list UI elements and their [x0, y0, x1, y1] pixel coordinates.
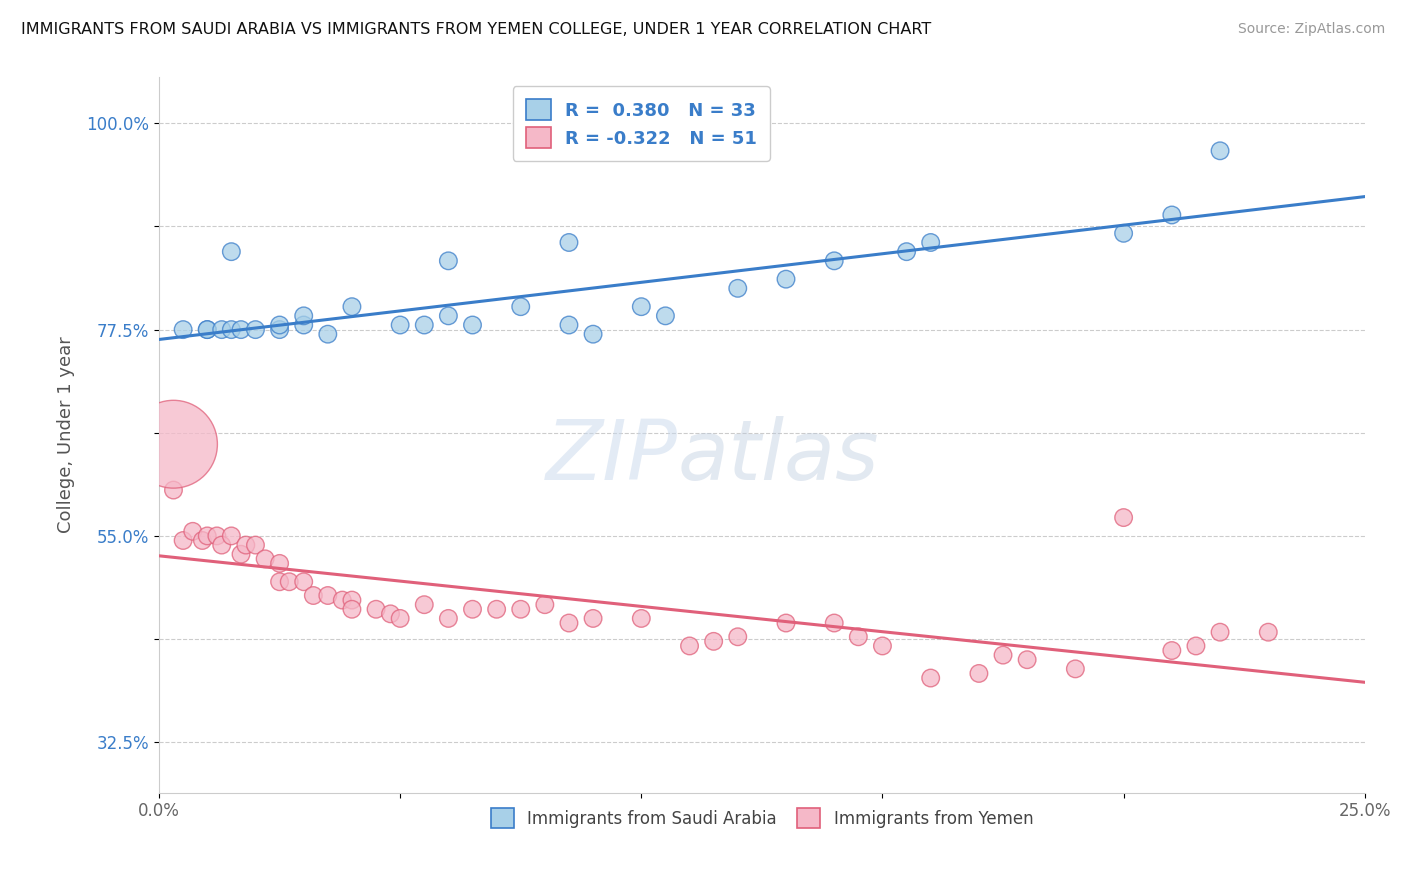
Point	[461, 602, 484, 616]
Point	[1160, 643, 1182, 657]
Point	[823, 615, 845, 630]
Point	[1112, 227, 1135, 241]
Point	[920, 235, 942, 250]
Point	[678, 639, 700, 653]
Point	[630, 611, 652, 625]
Point	[1257, 625, 1279, 640]
Point	[920, 671, 942, 685]
Point	[269, 318, 291, 332]
Point	[269, 574, 291, 589]
Point	[278, 574, 301, 589]
Point	[316, 589, 339, 603]
Point	[205, 529, 228, 543]
Text: ZIP: ZIP	[546, 416, 678, 497]
Point	[534, 598, 557, 612]
Point	[558, 615, 581, 630]
Point	[195, 323, 218, 337]
Point	[582, 327, 605, 342]
Text: atlas: atlas	[678, 416, 879, 497]
Point	[269, 557, 291, 571]
Point	[437, 309, 460, 323]
Point	[727, 281, 749, 295]
Point	[380, 607, 402, 621]
Point	[340, 593, 363, 607]
Point	[1209, 144, 1232, 158]
Point	[823, 253, 845, 268]
Text: Source: ZipAtlas.com: Source: ZipAtlas.com	[1237, 22, 1385, 37]
Point	[330, 593, 353, 607]
Point	[654, 309, 676, 323]
Point	[509, 602, 531, 616]
Legend: Immigrants from Saudi Arabia, Immigrants from Yemen: Immigrants from Saudi Arabia, Immigrants…	[484, 802, 1040, 834]
Point	[413, 318, 436, 332]
Point	[235, 538, 257, 552]
Point	[245, 538, 267, 552]
Point	[221, 529, 243, 543]
Point	[292, 574, 315, 589]
Point	[340, 602, 363, 616]
Point	[991, 648, 1014, 662]
Point	[703, 634, 725, 648]
Point	[461, 318, 484, 332]
Point	[437, 253, 460, 268]
Point	[364, 602, 387, 616]
Point	[1185, 639, 1208, 653]
Point	[229, 547, 252, 561]
Point	[846, 630, 869, 644]
Point	[316, 327, 339, 342]
Point	[254, 551, 277, 566]
Point	[1209, 625, 1232, 640]
Point	[558, 318, 581, 332]
Point	[967, 666, 990, 681]
Point	[485, 602, 508, 616]
Point	[269, 323, 291, 337]
Point	[413, 598, 436, 612]
Point	[582, 611, 605, 625]
Point	[195, 323, 218, 337]
Point	[775, 615, 797, 630]
Point	[221, 244, 243, 259]
Point	[896, 244, 918, 259]
Point	[727, 630, 749, 644]
Point	[229, 323, 252, 337]
Point	[1112, 510, 1135, 524]
Point	[775, 272, 797, 286]
Point	[191, 533, 214, 548]
Point	[292, 318, 315, 332]
Point	[872, 639, 894, 653]
Point	[245, 323, 267, 337]
Point	[1160, 208, 1182, 222]
Point	[437, 611, 460, 625]
Text: IMMIGRANTS FROM SAUDI ARABIA VS IMMIGRANTS FROM YEMEN COLLEGE, UNDER 1 YEAR CORR: IMMIGRANTS FROM SAUDI ARABIA VS IMMIGRAN…	[21, 22, 931, 37]
Point	[630, 300, 652, 314]
Point	[195, 529, 218, 543]
Point	[162, 483, 184, 497]
Point	[211, 323, 233, 337]
Point	[389, 318, 412, 332]
Point	[162, 437, 184, 451]
Point	[292, 309, 315, 323]
Point	[389, 611, 412, 625]
Point	[1017, 653, 1039, 667]
Point	[509, 300, 531, 314]
Point	[172, 533, 194, 548]
Point	[181, 524, 204, 539]
Y-axis label: College, Under 1 year: College, Under 1 year	[58, 336, 75, 533]
Point	[1064, 662, 1087, 676]
Point	[172, 323, 194, 337]
Point	[211, 538, 233, 552]
Point	[340, 300, 363, 314]
Point	[302, 589, 325, 603]
Point	[221, 323, 243, 337]
Point	[558, 235, 581, 250]
